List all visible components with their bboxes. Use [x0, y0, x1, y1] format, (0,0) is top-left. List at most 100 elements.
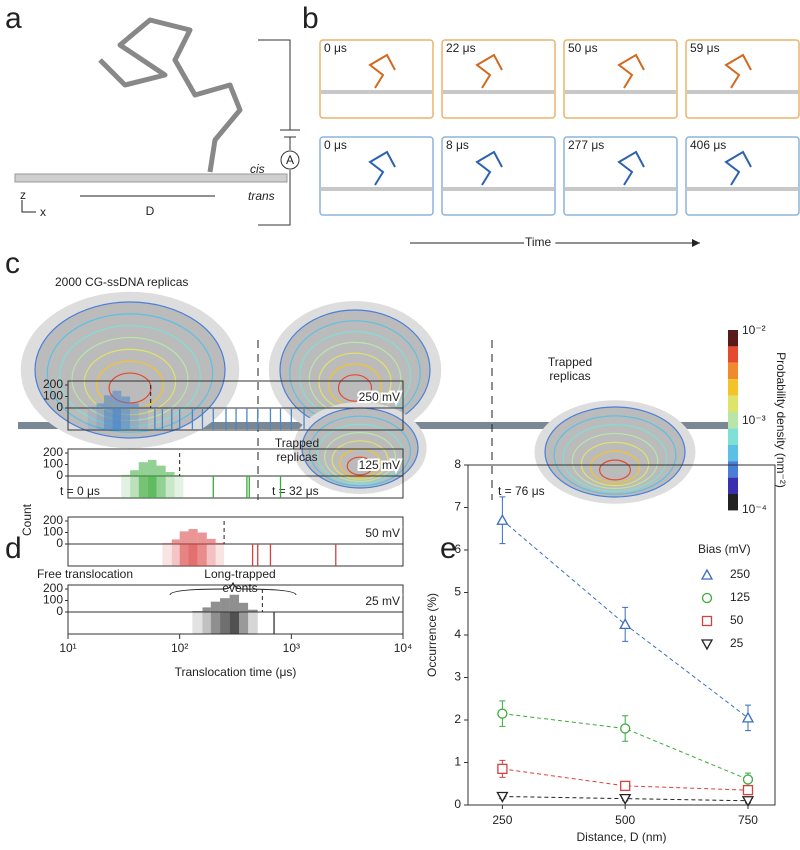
contour — [46, 313, 214, 433]
distance-label: D — [146, 204, 155, 218]
x-tick-label: 10² — [171, 641, 188, 655]
axis-x: x — [40, 205, 46, 219]
contour — [562, 424, 668, 492]
event-density — [121, 408, 131, 430]
marker — [619, 618, 632, 630]
colorbar-tick: 10⁻² — [742, 323, 766, 337]
time-label: t = 76 μs — [498, 484, 545, 498]
time-label: 50 μs — [568, 41, 598, 55]
event-density — [147, 476, 157, 498]
panel-b: 0 μs 22 μs 50 μs 59 μs 0 μs 8 μs 277 μs 406 μs — [319, 39, 800, 216]
brace — [169, 581, 297, 596]
colorbar-swatch — [728, 412, 738, 429]
contour — [571, 432, 659, 490]
contour — [598, 459, 631, 481]
ammeter — [280, 150, 300, 170]
event-density — [197, 544, 207, 566]
hist-bar — [239, 602, 249, 612]
colorbar-swatch — [728, 362, 738, 380]
time-label: 0 μs — [324, 138, 347, 152]
contour — [589, 450, 641, 484]
trend-line — [502, 768, 749, 791]
circuit — [258, 39, 300, 226]
polymer — [98, 17, 243, 173]
contour — [34, 301, 226, 439]
y-tick-label: 200 — [43, 377, 63, 391]
annotation: Long-trapped events — [204, 567, 276, 595]
hist-bar — [202, 607, 211, 612]
hist-bar — [138, 462, 148, 476]
hist-bar — [229, 594, 240, 612]
polymer — [475, 150, 503, 186]
marker — [741, 796, 755, 808]
y-tick-label: 7 — [454, 500, 461, 514]
colorbar-swatch — [728, 477, 738, 494]
colorbar-swatch — [728, 444, 738, 462]
marker — [700, 568, 714, 580]
hist-bar — [215, 542, 225, 544]
event-density — [165, 476, 175, 498]
hist-bar — [130, 470, 139, 476]
event-density — [130, 408, 139, 430]
colorbar-swatch — [728, 346, 738, 363]
panel-label: a — [5, 2, 22, 35]
event-density — [138, 476, 148, 498]
contour — [544, 406, 686, 498]
time-label: 0 μs — [324, 41, 347, 55]
colorbar-swatch — [728, 461, 738, 478]
event-density — [156, 476, 166, 498]
hist-bar — [156, 465, 166, 476]
x-tick-label: 250 — [492, 813, 512, 827]
time-label: t = 32 μs — [272, 484, 319, 498]
colorbar-tick: 10⁻⁴ — [742, 502, 767, 516]
hist-bar — [210, 601, 221, 612]
membrane — [687, 90, 798, 94]
marker — [496, 791, 509, 803]
panel-label: c — [5, 247, 20, 280]
membrane — [565, 90, 676, 94]
event-density — [87, 408, 97, 430]
y-tick-label: 1 — [454, 755, 461, 769]
event-density — [248, 612, 258, 634]
panel-label: d — [5, 532, 22, 565]
polymer — [368, 53, 396, 89]
event-density — [138, 408, 148, 430]
contour — [337, 374, 373, 402]
contour — [308, 415, 412, 487]
time-label: 8 μs — [446, 138, 469, 152]
event-density — [202, 612, 211, 634]
snapshot-frame — [441, 136, 556, 216]
polymer — [724, 53, 752, 89]
polymer — [617, 53, 645, 89]
contour — [553, 415, 677, 495]
hist-bar — [192, 611, 203, 612]
colorbar-tick: 10⁻³ — [742, 413, 766, 427]
event-density — [210, 612, 221, 634]
hist-bar — [162, 543, 172, 544]
marker — [742, 774, 754, 785]
membrane — [687, 187, 798, 191]
annotation: Free translocation — [36, 567, 134, 581]
y-tick-label: 100 — [43, 525, 63, 539]
marker — [497, 708, 508, 719]
y-axis-title: Count — [20, 503, 34, 536]
y-tick-label: 0 — [56, 468, 63, 482]
hist-bar — [197, 532, 207, 544]
y-tick-label: 2 — [454, 712, 461, 726]
colorbar-label: Probability density (nm⁻²) — [774, 352, 788, 488]
colorbar-swatch — [728, 395, 738, 412]
y-tick-label: 100 — [43, 389, 63, 403]
legend-label: 125 — [730, 590, 750, 604]
y-tick-label: 4 — [454, 627, 461, 641]
contour — [331, 440, 389, 480]
marker — [700, 639, 714, 651]
event-density — [239, 612, 249, 634]
series-label: 25 mV — [365, 594, 400, 608]
event-density — [121, 476, 131, 498]
event-density — [112, 408, 122, 430]
event-density — [179, 544, 189, 566]
legend-label: 250 — [730, 567, 750, 581]
marker — [701, 615, 713, 627]
